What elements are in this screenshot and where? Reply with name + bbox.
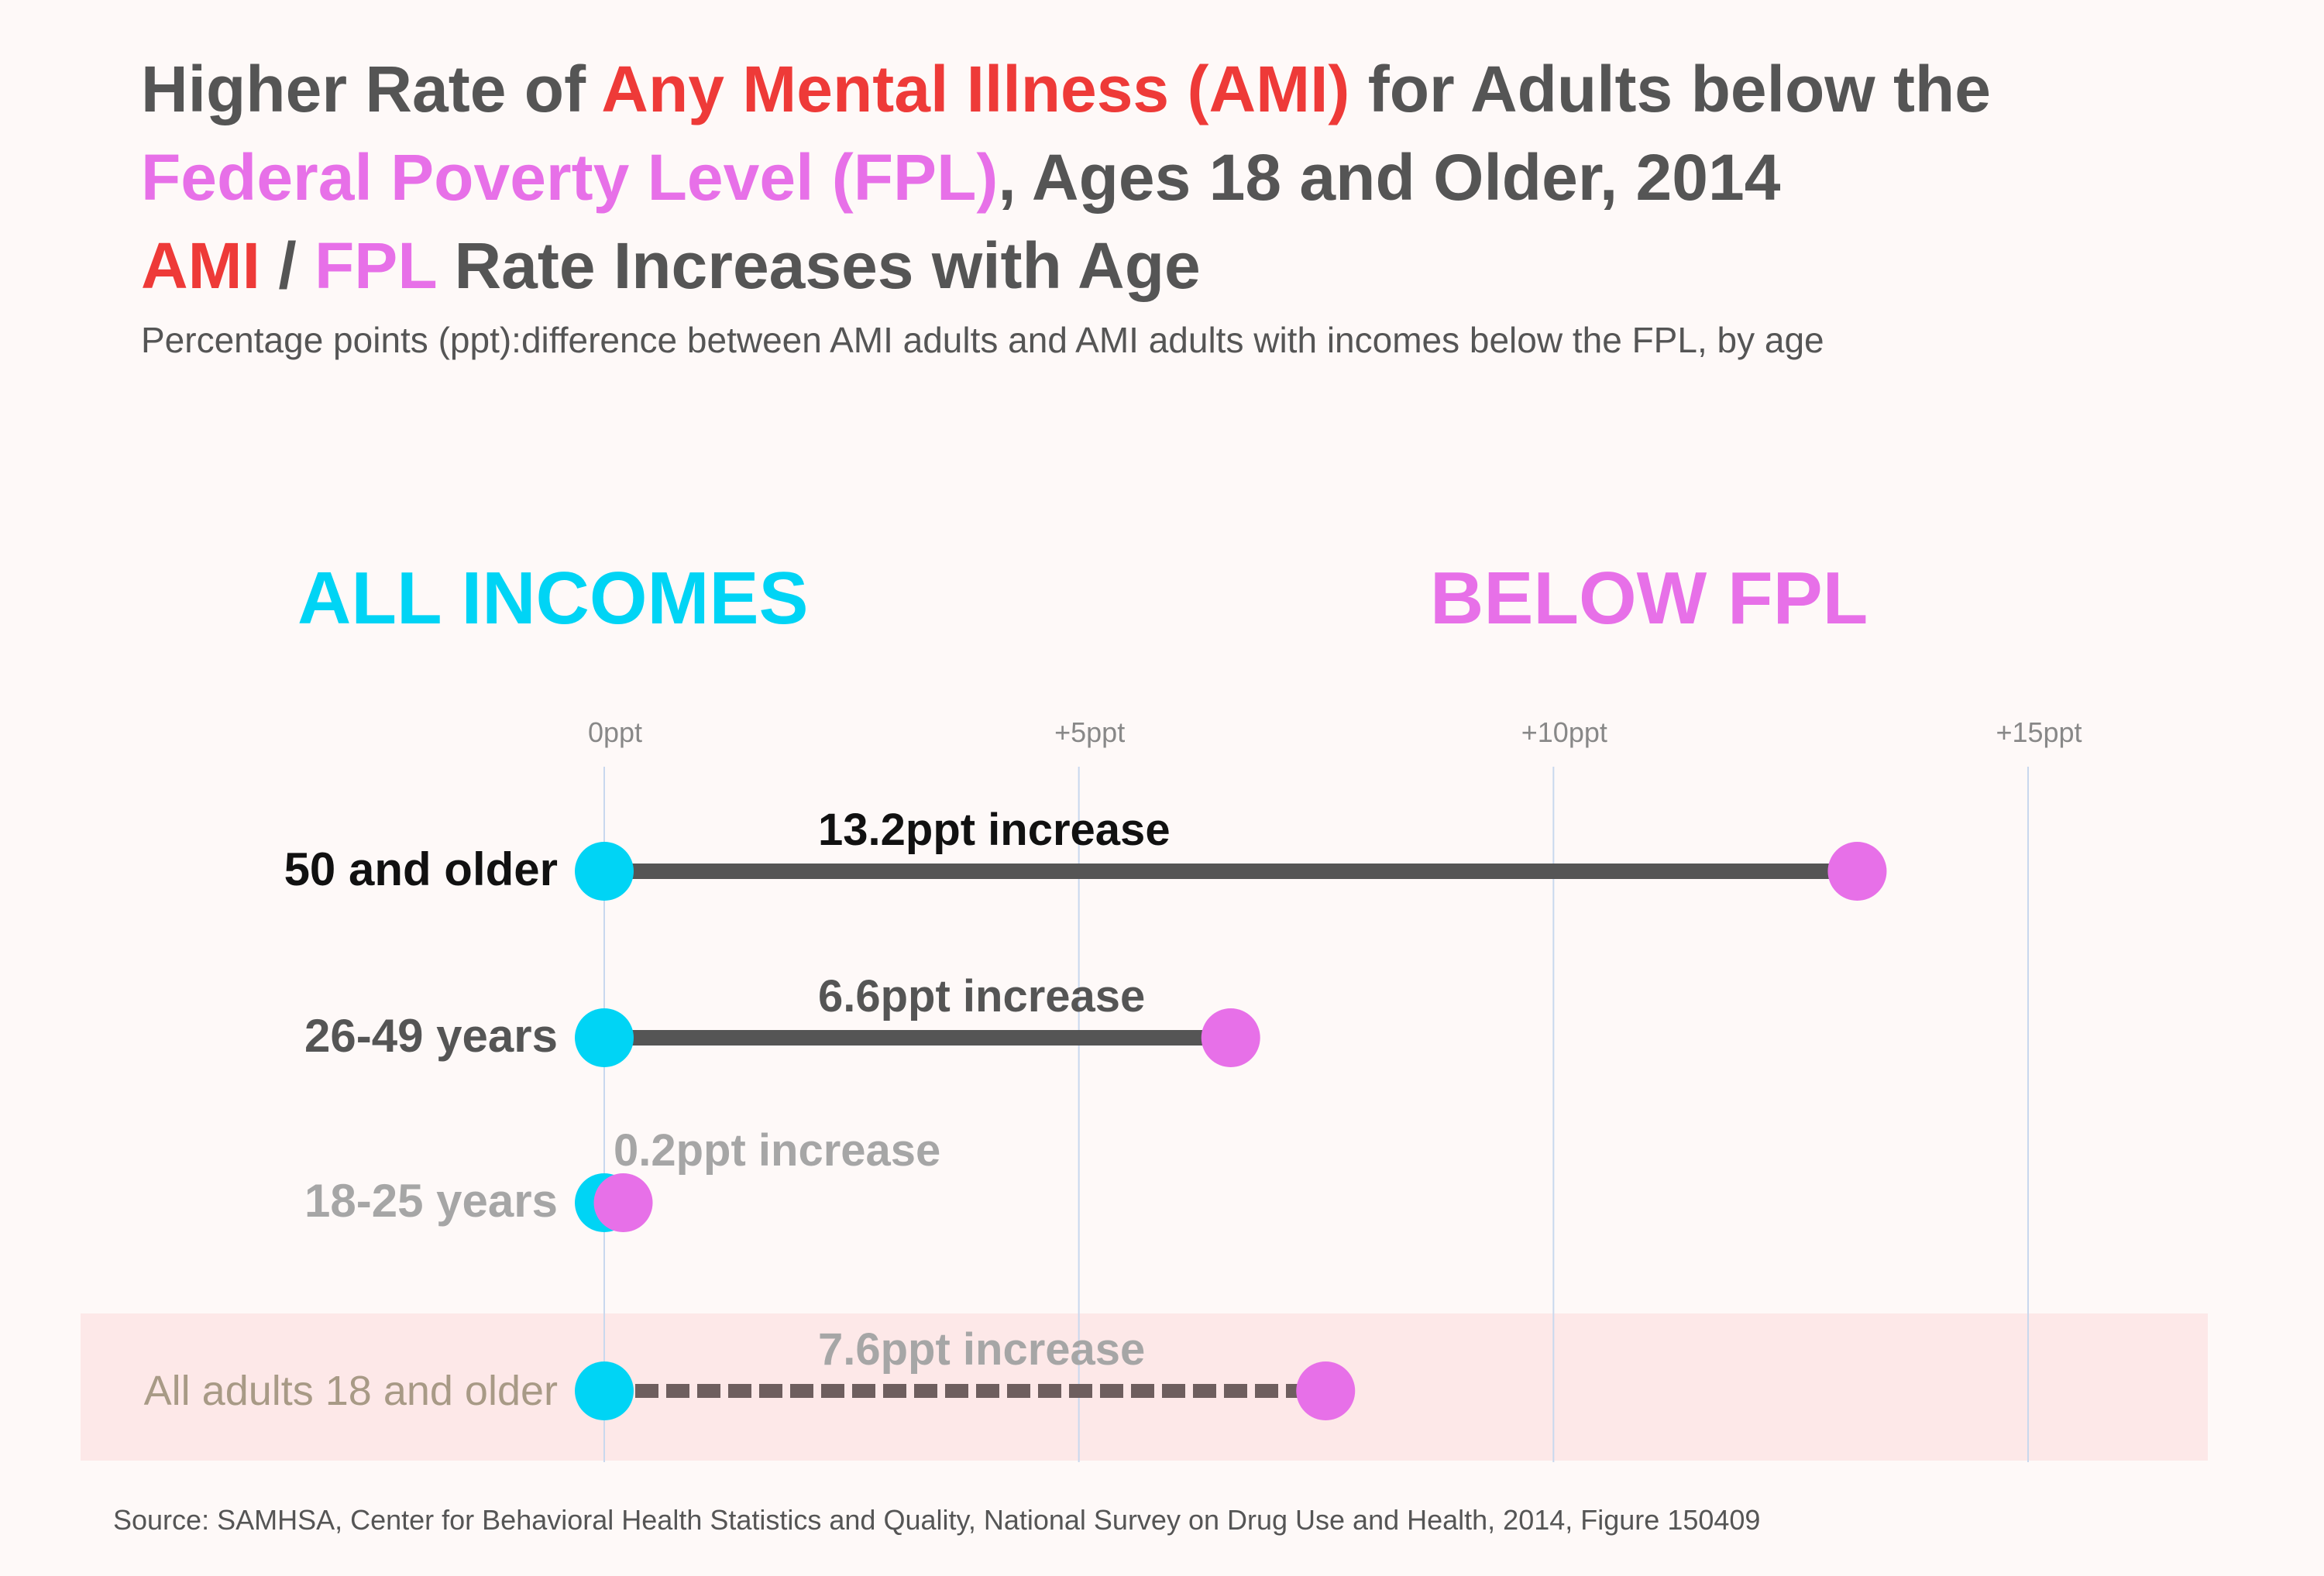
chart-title: Higher Rate of Any Mental Illness (AMI) … (141, 45, 2295, 310)
dot-all-incomes (575, 842, 634, 901)
row-category-label: 50 and older (284, 843, 558, 895)
title-ami-term: Any Mental Illness (AMI) (601, 53, 1350, 125)
x-tick-label: +15ppt (1996, 716, 2082, 748)
title-line-3: AMI / FPL Rate Increases with Age (141, 221, 2295, 310)
title-line-2: Federal Poverty Level (FPL), Ages 18 and… (141, 133, 2295, 221)
row-category-label: 26-49 years (304, 1010, 558, 1062)
row-category-label: 18-25 years (304, 1175, 558, 1227)
label-layer: 50 and older 13.2ppt increase 26-49 years 6… (144, 805, 1171, 1414)
dot-below-fpl (593, 1173, 653, 1232)
x-tick-label: 0ppt (588, 716, 642, 748)
source-note: Source: SAMHSA, Center for Behavioral He… (113, 1504, 1761, 1536)
title-fpl-short: FPL (315, 229, 437, 302)
legend-all-incomes: ALL INCOMES (297, 557, 809, 640)
chart-subtitle: Percentage points (ppt):difference betwe… (141, 320, 1824, 360)
title-line-3-post: Rate Increases with Age (436, 229, 1201, 302)
increase-label: 6.6ppt increase (818, 971, 1145, 1021)
x-axis-ticks: 0ppt +5ppt +10ppt +15ppt (588, 716, 2082, 748)
title-ami-short: AMI (141, 229, 260, 302)
dot-below-fpl (1296, 1361, 1356, 1420)
title-line-2-post: , Ages 18 and Older, 2014 (998, 141, 1781, 214)
x-tick-label: +5ppt (1054, 716, 1125, 748)
dot-all-incomes (575, 1008, 634, 1067)
dot-below-fpl (1827, 842, 1887, 901)
x-tick-label: +10ppt (1521, 716, 1607, 748)
increase-label: 0.2ppt increase (614, 1125, 940, 1176)
row-category-label: All adults 18 and older (144, 1368, 558, 1414)
bar-layer (575, 842, 1887, 1420)
legend-below-fpl: BELOW FPL (1430, 557, 1868, 640)
title-slash: / (260, 229, 315, 302)
title-fpl-term: Federal Poverty Level (FPL) (141, 141, 999, 214)
dot-all-incomes (575, 1361, 634, 1420)
title-line-1: Higher Rate of Any Mental Illness (AMI) … (141, 45, 2295, 133)
increase-label: 13.2ppt increase (818, 805, 1171, 855)
dot-below-fpl (1201, 1008, 1260, 1067)
title-line-1-post: for Adults below the (1349, 53, 1991, 125)
increase-label: 7.6ppt increase (818, 1324, 1145, 1375)
title-line-1-pre: Higher Rate of (141, 53, 602, 125)
